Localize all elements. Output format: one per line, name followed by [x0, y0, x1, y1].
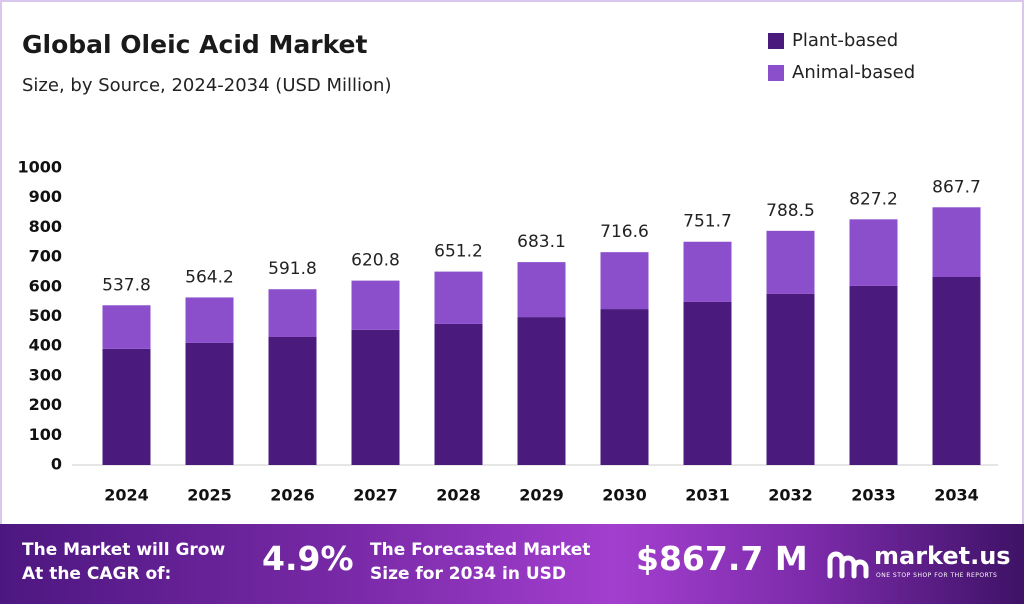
bar-segment: [600, 309, 649, 465]
bar-segment: [102, 348, 151, 465]
total-label: 751.7: [683, 212, 732, 232]
brand-logo: [827, 551, 869, 579]
chart-subtitle: Size, by Source, 2024-2034 (USD Million): [22, 75, 391, 96]
bar-segment: [600, 252, 649, 310]
x-tick-label: 2026: [270, 486, 315, 505]
bar-segment: [683, 301, 732, 465]
frame: [0, 0, 1024, 524]
bar-segment: [102, 305, 151, 349]
total-label: 827.2: [849, 189, 898, 209]
bar-segment: [268, 289, 317, 337]
total-label: 683.1: [517, 232, 566, 252]
cagr-value: 4.9%: [262, 539, 354, 578]
y-tick-label: 400: [29, 336, 62, 355]
forecast-label: The Forecasted Market Size for 2034 in U…: [370, 538, 590, 586]
legend-label: Plant-based: [792, 30, 898, 51]
y-tick-label: 1000: [17, 158, 62, 177]
total-label: 788.5: [766, 201, 815, 221]
total-label: 867.7: [932, 177, 981, 197]
x-tick-label: 2034: [934, 486, 979, 505]
bar-segment: [268, 336, 317, 465]
x-tick-label: 2025: [187, 486, 232, 505]
total-label: 537.8: [102, 275, 151, 295]
forecast-value: $867.7 M: [636, 539, 808, 578]
cagr-label: The Market will Grow At the CAGR of:: [22, 538, 225, 586]
forecast-label-line: Size for 2034 in USD: [370, 564, 567, 584]
x-tick-label: 2029: [519, 486, 564, 505]
bar-segment: [766, 230, 815, 294]
total-label: 591.8: [268, 259, 317, 279]
y-tick-label: 900: [29, 187, 62, 206]
bar-segment: [932, 207, 981, 277]
bar-segment: [351, 329, 400, 465]
legend-swatch: [768, 33, 784, 49]
x-tick-label: 2031: [685, 486, 730, 505]
bar-segment: [185, 297, 234, 343]
bar-segment: [932, 276, 981, 465]
bar-segment: [185, 342, 234, 465]
x-tick-label: 2024: [104, 486, 149, 505]
brand-tagline: ONE STOP SHOP FOR THE REPORTS: [876, 572, 998, 579]
y-tick-label: 200: [29, 395, 62, 414]
bar-segment: [517, 262, 566, 318]
bar-segment: [517, 317, 566, 465]
cagr-label-line: The Market will Grow: [22, 540, 226, 560]
y-tick-label: 100: [29, 425, 62, 444]
x-tick-label: 2027: [353, 486, 398, 505]
y-tick-label: 300: [29, 365, 62, 384]
legend-swatch: [768, 65, 784, 81]
forecast-label-line: The Forecasted Market: [370, 540, 591, 560]
total-label: 620.8: [351, 251, 400, 271]
bar-segment: [434, 323, 483, 465]
cagr-label-line: At the CAGR of:: [22, 564, 172, 584]
legend-label: Animal-based: [792, 62, 915, 83]
total-label: 716.6: [600, 222, 649, 242]
y-tick-label: 500: [29, 306, 62, 325]
bar-segment: [849, 219, 898, 286]
x-tick-label: 2032: [768, 486, 813, 505]
chart-title: Global Oleic Acid Market: [22, 30, 367, 59]
total-label: 651.2: [434, 242, 483, 262]
bar-segment: [849, 285, 898, 465]
y-tick-label: 600: [29, 276, 62, 295]
bar-segment: [434, 271, 483, 324]
brand-name: market.us: [874, 542, 1011, 570]
x-tick-label: 2033: [851, 486, 896, 505]
y-tick-label: 0: [51, 455, 62, 474]
bar-segment: [351, 280, 400, 330]
chart: Global Oleic Acid Market Size, by Source…: [0, 0, 1024, 524]
bar-segment: [766, 293, 815, 465]
y-tick-label: 700: [29, 247, 62, 266]
total-label: 564.2: [185, 267, 234, 287]
x-tick-label: 2028: [436, 486, 481, 505]
footer-banner: The Market will Grow At the CAGR of: 4.9…: [0, 524, 1024, 604]
bar-segment: [683, 241, 732, 302]
y-tick-label: 800: [29, 217, 62, 236]
x-tick-label: 2030: [602, 486, 647, 505]
